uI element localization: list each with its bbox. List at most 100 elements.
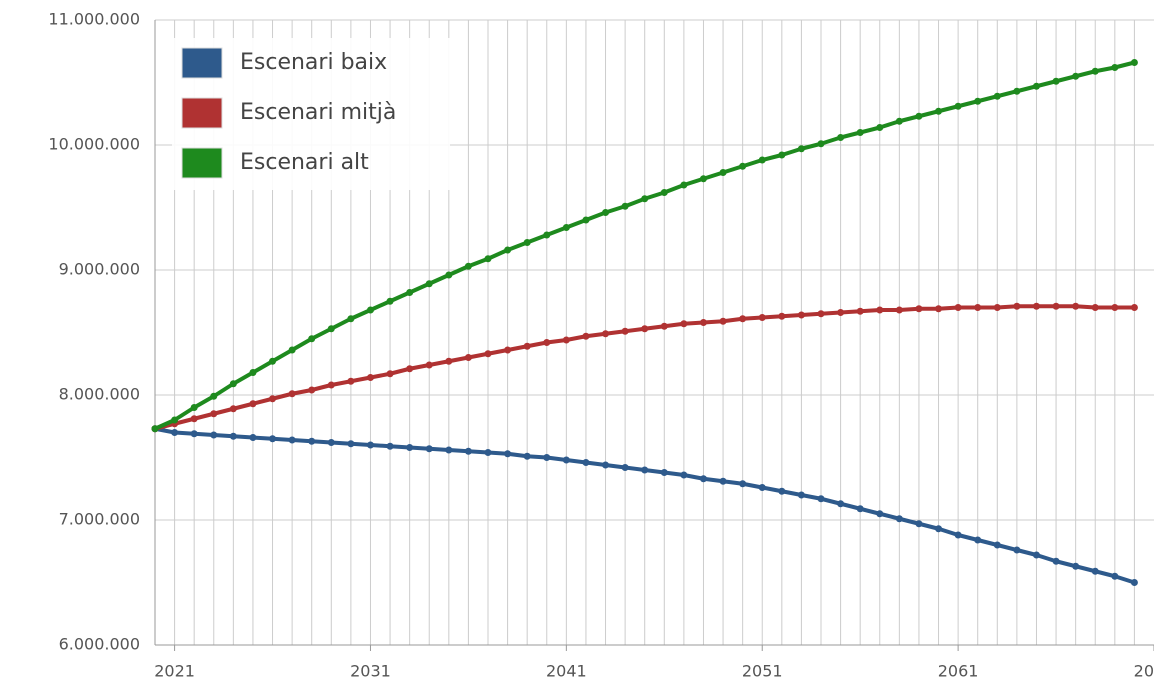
data-point — [366, 306, 374, 314]
data-point — [366, 441, 374, 449]
data-point — [602, 330, 610, 338]
data-point — [876, 510, 884, 518]
data-point — [1013, 546, 1021, 554]
x-tick-label: 2021 — [154, 662, 195, 681]
data-point — [935, 525, 943, 533]
data-point — [915, 112, 923, 120]
data-point — [347, 315, 355, 323]
data-point — [190, 430, 198, 438]
data-point — [993, 92, 1001, 100]
data-point — [739, 480, 747, 488]
data-point — [308, 386, 316, 394]
data-point — [621, 202, 629, 210]
data-point — [308, 437, 316, 445]
legend-swatch — [181, 47, 223, 79]
data-point — [249, 369, 257, 376]
y-tick-label: 7.000.000 — [59, 510, 140, 529]
y-tick-label: 8.000.000 — [59, 385, 140, 404]
y-tick-label: 9.000.000 — [59, 260, 140, 279]
data-point — [210, 392, 218, 400]
data-point — [425, 361, 433, 369]
data-point — [1091, 67, 1099, 75]
data-point — [269, 357, 277, 365]
data-point — [660, 189, 668, 196]
data-point — [895, 515, 903, 523]
data-point — [1032, 82, 1040, 90]
data-point — [464, 262, 472, 270]
data-point — [680, 181, 688, 189]
data-point — [504, 246, 512, 254]
data-point — [935, 305, 943, 313]
data-point — [680, 471, 688, 479]
data-point — [1013, 87, 1021, 95]
data-point — [484, 255, 492, 263]
data-point — [386, 442, 394, 450]
data-point — [1072, 302, 1080, 310]
data-point — [171, 416, 179, 424]
data-point — [895, 117, 903, 125]
x-tick-label: 2061 — [938, 662, 979, 681]
data-point — [308, 335, 316, 343]
data-point — [229, 432, 237, 440]
data-point — [582, 459, 590, 466]
data-point — [1091, 567, 1099, 575]
data-point — [171, 429, 179, 436]
data-point — [484, 449, 492, 456]
data-point — [1052, 557, 1060, 565]
data-point — [660, 469, 668, 476]
legend-label: Escenari mitjà — [240, 100, 396, 125]
data-point — [876, 124, 884, 131]
data-point — [778, 151, 786, 159]
data-point — [1130, 579, 1138, 586]
x-tick-label: 2051 — [742, 662, 783, 681]
data-point — [699, 319, 707, 326]
data-point — [288, 436, 296, 444]
data-point — [1130, 304, 1138, 311]
data-point — [249, 434, 257, 441]
data-point — [680, 320, 688, 328]
data-point — [406, 289, 414, 296]
data-point — [445, 357, 453, 365]
data-point — [190, 404, 198, 411]
data-point — [621, 464, 629, 471]
data-point — [1091, 304, 1099, 311]
data-point — [288, 346, 296, 354]
x-tick-label: 2031 — [350, 662, 391, 681]
data-point — [778, 487, 786, 495]
data-point — [699, 175, 707, 183]
data-point — [269, 395, 277, 403]
data-point — [719, 317, 727, 325]
data-point — [1013, 302, 1021, 310]
data-point — [856, 505, 864, 513]
data-point — [386, 297, 394, 305]
data-point — [543, 231, 551, 239]
data-point — [523, 452, 531, 460]
data-point — [739, 162, 747, 170]
y-tick-label: 6.000.000 — [59, 635, 140, 654]
data-point — [347, 440, 355, 448]
data-point — [954, 304, 962, 311]
data-point — [1032, 551, 1040, 559]
data-point — [641, 325, 649, 333]
data-point — [543, 339, 551, 346]
data-point — [229, 380, 237, 388]
data-point — [504, 346, 512, 354]
data-point — [484, 350, 492, 358]
data-point — [974, 536, 982, 544]
data-point — [993, 304, 1001, 311]
data-point — [151, 425, 159, 433]
x-tick-label: 2041 — [546, 662, 587, 681]
data-point — [837, 134, 845, 141]
data-point — [817, 495, 825, 503]
data-point — [1072, 562, 1080, 570]
data-point — [523, 342, 531, 350]
y-tick-label: 10.000.000 — [48, 135, 140, 154]
data-point — [190, 415, 198, 423]
data-point — [895, 306, 903, 314]
data-point — [425, 445, 433, 453]
data-point — [915, 520, 923, 528]
data-point — [347, 377, 355, 385]
data-point — [269, 435, 277, 443]
data-point — [837, 309, 845, 316]
data-point — [386, 370, 394, 378]
